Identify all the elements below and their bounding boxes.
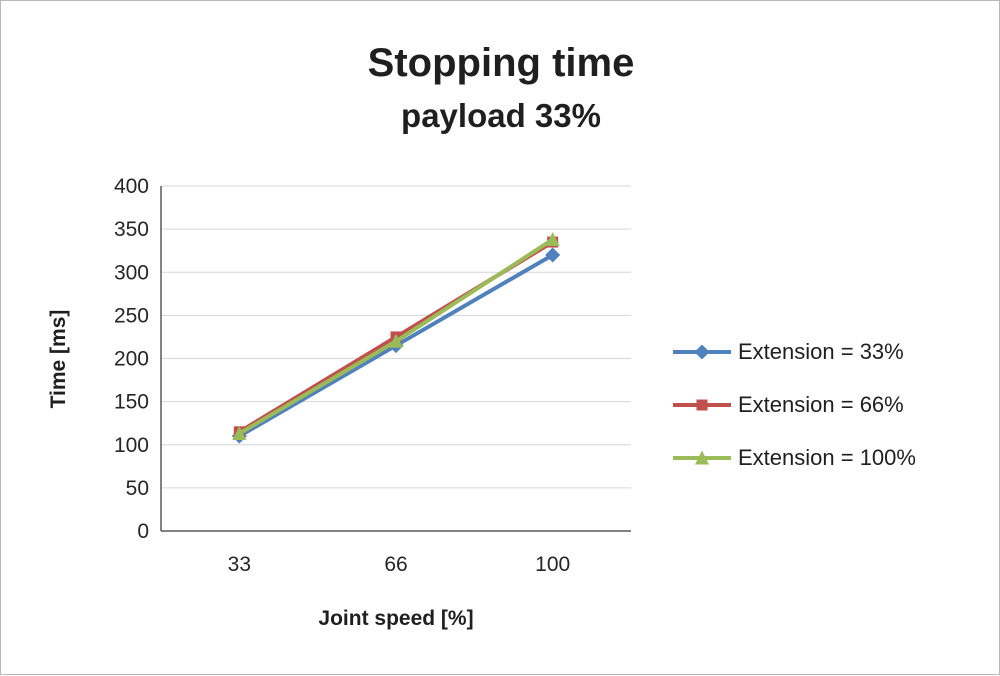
legend-item: Extension = 33%: [673, 339, 916, 365]
legend-marker-sample: [673, 344, 731, 360]
legend-label: Extension = 100%: [738, 445, 916, 470]
legend-item: Extension = 66%: [673, 392, 916, 418]
triangle-marker: [545, 231, 560, 246]
y-tick-label: 300: [114, 261, 149, 284]
y-axis-title: Time [ms]: [47, 309, 70, 409]
legend-marker-sample: [673, 450, 731, 465]
chart-title: Stopping time: [367, 41, 635, 85]
x-tick-label: 100: [535, 553, 570, 576]
legend-label: Extension = 33%: [738, 339, 904, 364]
triangle-marker: [389, 333, 403, 348]
legend-label: Extension = 66%: [738, 392, 904, 417]
x-axis-title: Joint speed [%]: [318, 607, 474, 630]
x-tick-label: 66: [384, 553, 407, 576]
y-tick-label: 50: [126, 477, 149, 500]
legend-marker-sample: [673, 399, 731, 411]
y-tick-label: 350: [114, 218, 149, 241]
legend: Extension = 33% Extension = 66% Extension …: [673, 339, 916, 471]
x-tick-label: 33: [228, 553, 251, 576]
y-tick-label: 100: [114, 434, 149, 457]
y-tick-label: 400: [114, 175, 149, 198]
y-tick-label: 200: [114, 348, 149, 371]
square-marker: [696, 399, 708, 411]
chart-title-block: Stopping time payload 33%: [1, 37, 1000, 138]
y-tick-label: 0: [137, 520, 149, 543]
y-tick-label: 150: [114, 391, 149, 414]
diamond-marker: [545, 247, 561, 263]
legend-item: Extension = 100%: [673, 445, 916, 471]
chart-subtitle: payload 33%: [401, 97, 601, 134]
triangle-marker: [695, 450, 709, 465]
triangle-marker: [232, 426, 247, 441]
diamond-marker: [694, 344, 710, 360]
y-tick-label: 250: [114, 304, 149, 327]
